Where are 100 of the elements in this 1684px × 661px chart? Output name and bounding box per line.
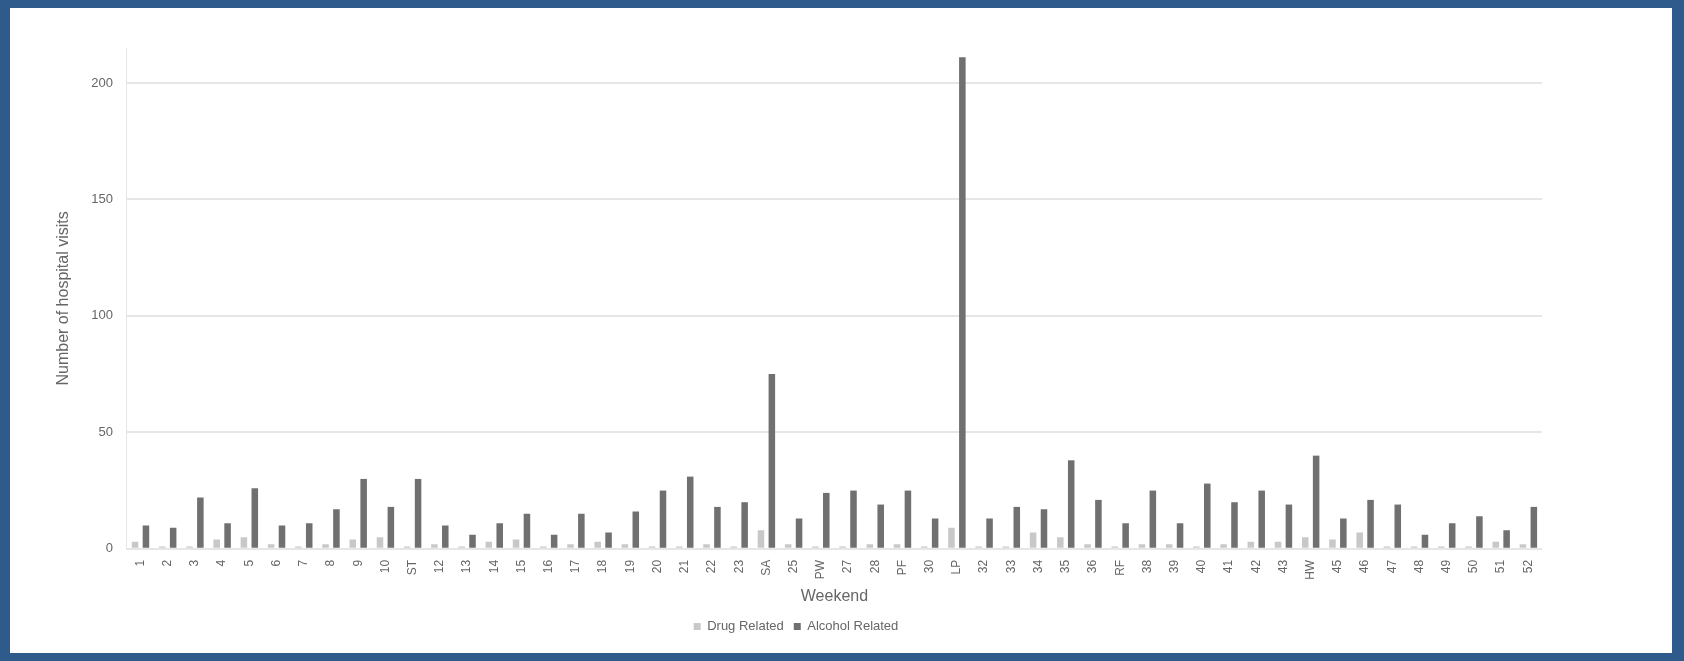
bar <box>142 525 150 548</box>
bar <box>1029 532 1037 548</box>
legend-label: Drug Related <box>707 618 784 634</box>
x-tick-label: 3 <box>187 559 202 567</box>
x-tick-label: RF <box>1112 559 1127 576</box>
x-tick-label: 47 <box>1384 559 1399 574</box>
x-tick-label: 32 <box>976 559 991 574</box>
x-tick-label: 50 <box>1466 559 1481 574</box>
bar <box>224 523 231 548</box>
x-tick-label: 25 <box>785 559 800 574</box>
x-tick-label: 27 <box>840 559 855 574</box>
x-tick-label: ST <box>404 559 419 576</box>
x-tick-label: 8 <box>323 559 338 567</box>
bar <box>605 532 612 548</box>
y-tick-label: 200 <box>91 74 113 90</box>
bar <box>1340 518 1347 548</box>
bar <box>333 509 340 548</box>
bar <box>931 518 939 548</box>
x-tick-label: 41 <box>1221 559 1236 574</box>
bar <box>686 476 694 548</box>
legend-label: Alcohol Related <box>807 618 899 634</box>
x-tick-label: 4 <box>214 559 229 567</box>
bar <box>485 541 493 548</box>
bar <box>986 518 993 548</box>
bar <box>1204 483 1211 548</box>
bar <box>659 490 667 548</box>
y-tick-label: 100 <box>91 307 113 323</box>
x-tick-label: 45 <box>1330 559 1345 574</box>
bar <box>795 518 803 548</box>
bar <box>1492 541 1499 548</box>
x-tick-label: 40 <box>1194 559 1209 574</box>
x-tick-label: 38 <box>1139 559 1154 574</box>
bar <box>1274 541 1282 548</box>
bar <box>594 541 601 548</box>
x-tick-label: 42 <box>1248 559 1263 574</box>
x-tick-label: 17 <box>568 559 583 574</box>
y-tick-label: 150 <box>91 190 113 206</box>
x-tick-label: 33 <box>1003 559 1018 574</box>
bar <box>349 539 357 548</box>
bar <box>714 506 721 548</box>
x-tick-label: 43 <box>1275 559 1290 574</box>
x-tick-label: 22 <box>704 559 719 574</box>
x-tick-label: 52 <box>1520 559 1535 574</box>
x-tick-label: 1 <box>132 559 147 567</box>
x-tick-label: 16 <box>541 559 556 574</box>
y-tick-label: 50 <box>98 423 113 439</box>
x-axis-title: Weekend <box>800 586 869 604</box>
bar <box>1122 523 1129 548</box>
x-tick-label: 34 <box>1030 559 1045 574</box>
bar <box>1067 460 1075 548</box>
x-tick-label: 49 <box>1439 559 1454 574</box>
bar <box>741 502 748 548</box>
bar <box>1530 506 1538 548</box>
x-tick-label: 18 <box>595 559 610 574</box>
x-tick-label: 5 <box>241 559 256 567</box>
bar <box>632 511 640 548</box>
bar <box>360 478 367 548</box>
x-tick-label: 13 <box>459 559 474 574</box>
x-tick-label: 48 <box>1411 559 1426 574</box>
x-tick-label: PF <box>894 559 909 576</box>
x-tick-label: 51 <box>1493 559 1508 574</box>
bar <box>496 523 503 548</box>
bar <box>1329 539 1336 548</box>
x-tick-label: 10 <box>377 559 392 574</box>
bar <box>240 537 248 548</box>
bar <box>1476 516 1483 548</box>
x-tick-label: 28 <box>867 559 882 574</box>
bar <box>1231 502 1238 548</box>
x-tick-label: 12 <box>432 559 447 574</box>
x-tick-label: PW <box>813 559 828 580</box>
bar <box>169 527 177 548</box>
x-tick-label: 35 <box>1058 559 1073 574</box>
x-tick-label: 15 <box>513 559 528 574</box>
x-tick-label: 14 <box>486 559 501 574</box>
x-tick-label: 7 <box>296 559 311 567</box>
bar <box>1356 532 1363 548</box>
bar <box>1285 504 1293 548</box>
bar <box>850 490 857 548</box>
bar <box>877 504 884 548</box>
bar <box>757 530 765 548</box>
bar <box>305 523 313 548</box>
bar <box>1057 537 1064 548</box>
bar <box>1149 490 1157 548</box>
x-tick-label: 6 <box>268 559 283 567</box>
x-tick-label: 46 <box>1357 559 1372 574</box>
x-tick-label: 20 <box>649 559 664 574</box>
bar <box>1503 530 1510 548</box>
bar <box>213 539 220 548</box>
x-tick-label: 36 <box>1085 559 1100 574</box>
bar <box>523 513 531 548</box>
x-tick-label: HW <box>1303 559 1317 580</box>
bar <box>1394 504 1402 548</box>
bar <box>1176 523 1184 548</box>
bar <box>387 506 395 548</box>
x-tick-label: SA <box>758 559 773 576</box>
bar <box>512 539 520 548</box>
bar <box>1367 499 1374 548</box>
x-tick-label: 23 <box>731 559 746 574</box>
bar <box>278 525 286 548</box>
bar <box>1421 534 1429 548</box>
